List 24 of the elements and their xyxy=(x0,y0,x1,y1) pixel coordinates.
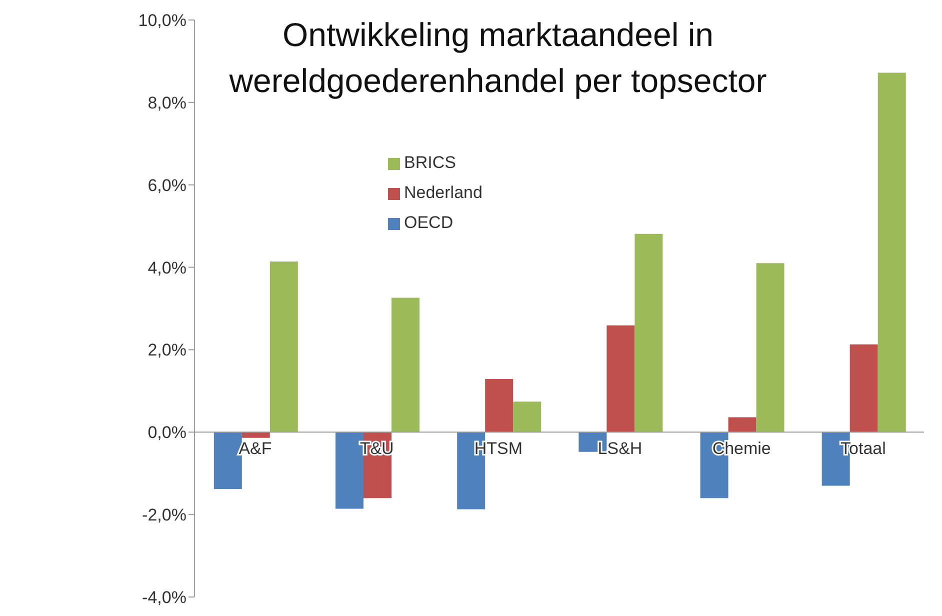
y-tick-label: 10,0% xyxy=(138,11,186,30)
bar xyxy=(485,378,514,432)
y-tick-label: -2,0% xyxy=(142,506,186,525)
legend-label: BRICS xyxy=(404,153,456,172)
bar xyxy=(242,432,270,438)
bar xyxy=(634,234,663,432)
bar xyxy=(392,298,420,432)
bar xyxy=(270,262,298,432)
x-tick-label: LS&H xyxy=(598,439,642,458)
y-tick-label: -4,0% xyxy=(142,588,186,608)
bar xyxy=(878,72,906,432)
y-tick-label: 8,0% xyxy=(148,93,186,112)
legend-label: OECD xyxy=(404,213,454,232)
bar xyxy=(728,417,756,432)
bar xyxy=(850,344,878,432)
y-tick-label: 4,0% xyxy=(148,258,186,278)
y-tick-label: 6,0% xyxy=(148,176,186,195)
bar xyxy=(606,325,635,432)
y-tick-label: 0,0% xyxy=(148,423,186,442)
legend-label: Nederland xyxy=(404,183,482,202)
bar xyxy=(513,402,542,432)
bar xyxy=(756,263,784,432)
y-tick-label: 2,0% xyxy=(148,340,186,360)
text: Ontwikkeling marktaandeel in wereldgoederenhandel per topsector xyxy=(229,16,767,99)
